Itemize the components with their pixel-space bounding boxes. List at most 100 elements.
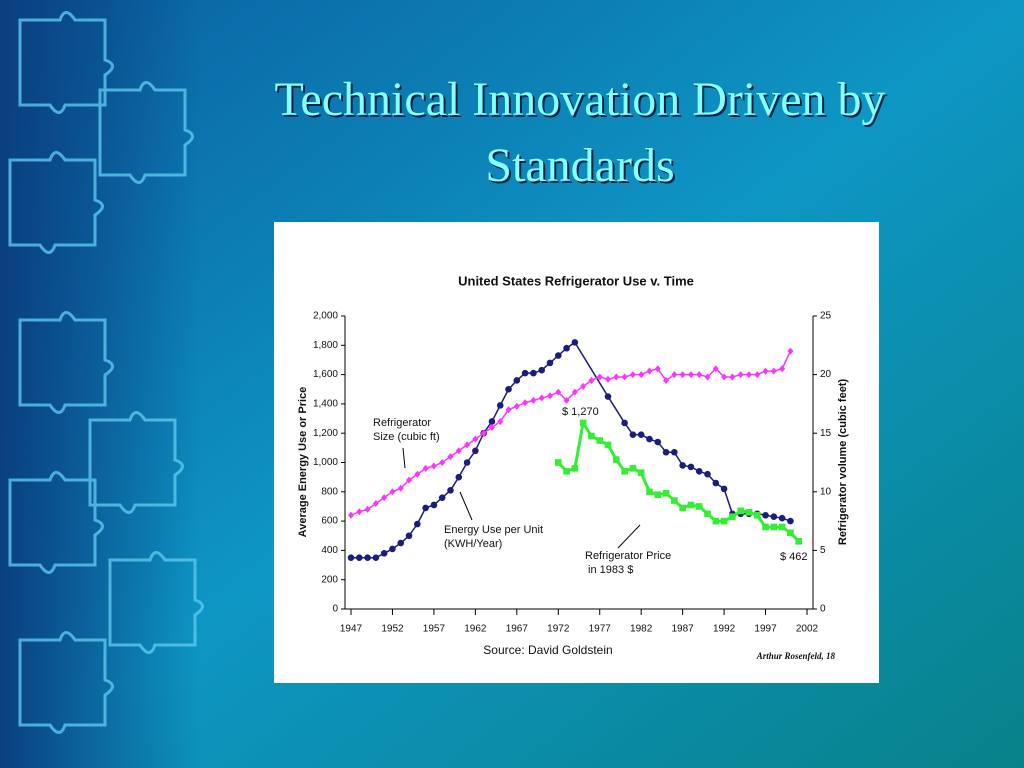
point: [737, 371, 744, 379]
point: [729, 373, 736, 381]
point: [787, 529, 794, 537]
point: [629, 465, 637, 472]
point: [422, 464, 429, 472]
annotation: $ 462: [780, 551, 808, 563]
y2-tick-label: 0: [820, 604, 826, 615]
point: [347, 554, 355, 562]
point: [787, 347, 794, 355]
point: [753, 511, 761, 519]
y-tick-label: 1,400: [313, 399, 338, 410]
point: [638, 371, 645, 379]
point: [762, 511, 769, 519]
point: [521, 369, 529, 377]
point: [770, 523, 778, 531]
point: [671, 371, 678, 379]
point: [720, 517, 728, 525]
point: [712, 365, 719, 373]
point: [438, 494, 446, 501]
credit: Arthur Rosenfeld, 18: [756, 651, 836, 661]
x-tick-label: 1947: [340, 624, 363, 635]
annotation: (KWH/Year): [444, 538, 502, 550]
point: [679, 462, 686, 469]
x-tick-label: 1972: [547, 624, 570, 635]
point: [414, 470, 421, 478]
point: [671, 448, 678, 456]
point: [513, 377, 521, 384]
point: [621, 373, 628, 381]
point: [687, 501, 695, 509]
x-tick-label: 1962: [464, 624, 487, 635]
point: [571, 465, 579, 472]
point: [629, 431, 637, 438]
point: [397, 484, 404, 492]
point: [505, 406, 512, 414]
point: [745, 371, 752, 379]
point: [795, 538, 803, 545]
point: [546, 392, 553, 400]
point: [637, 431, 645, 438]
point: [563, 396, 570, 404]
point: [364, 554, 371, 562]
point: [464, 441, 471, 449]
point: [579, 419, 587, 427]
x-tick-label: 1987: [672, 624, 695, 635]
y-tick-label: 1,800: [313, 340, 338, 351]
annotation: Energy Use per Unit: [444, 524, 543, 536]
y-tick-label: 600: [321, 516, 338, 527]
point: [447, 487, 454, 494]
point: [389, 545, 396, 553]
point: [588, 376, 595, 384]
point: [414, 520, 421, 528]
point: [687, 463, 695, 471]
point: [663, 376, 670, 384]
point: [712, 479, 720, 487]
y-tick-label: 1,200: [313, 428, 338, 439]
point: [762, 367, 769, 375]
point: [356, 508, 363, 516]
annotation: $ 1,270: [562, 406, 599, 418]
point: [629, 371, 636, 379]
point: [721, 373, 728, 381]
point: [546, 359, 554, 367]
x-tick-label: 1992: [713, 624, 736, 635]
point: [439, 459, 446, 466]
point: [538, 394, 545, 402]
point: [588, 432, 595, 440]
point: [563, 467, 570, 475]
y2-axis-label: Refrigerator volume (cubic feet): [837, 379, 849, 546]
y-tick-label: 800: [321, 486, 338, 497]
point: [762, 523, 769, 531]
point: [613, 373, 620, 381]
y-tick-label: 0: [332, 604, 338, 615]
point: [662, 448, 670, 456]
point: [554, 459, 562, 466]
point: [662, 489, 670, 497]
annotation: Refrigerator Price: [585, 550, 671, 562]
point: [704, 470, 711, 478]
x-tick-label: 1957: [423, 624, 446, 635]
y2-tick-label: 15: [820, 428, 832, 439]
annotation: in 1983 $: [585, 564, 633, 576]
point: [530, 369, 537, 377]
point: [787, 517, 794, 525]
point: [406, 476, 413, 484]
point: [580, 382, 587, 390]
point: [654, 365, 661, 373]
point: [422, 504, 429, 512]
point: [505, 385, 512, 393]
point: [637, 469, 645, 477]
point: [563, 344, 570, 352]
point: [405, 532, 413, 540]
point: [488, 423, 495, 431]
point: [571, 388, 578, 396]
point: [480, 429, 487, 437]
point: [381, 494, 388, 502]
point: [613, 456, 620, 463]
slide-title: Technical Innovation Driven by: [274, 73, 885, 126]
point: [554, 352, 562, 359]
point: [687, 371, 694, 379]
point: [778, 514, 786, 522]
point: [770, 513, 778, 521]
point: [596, 373, 603, 381]
point: [488, 418, 496, 425]
